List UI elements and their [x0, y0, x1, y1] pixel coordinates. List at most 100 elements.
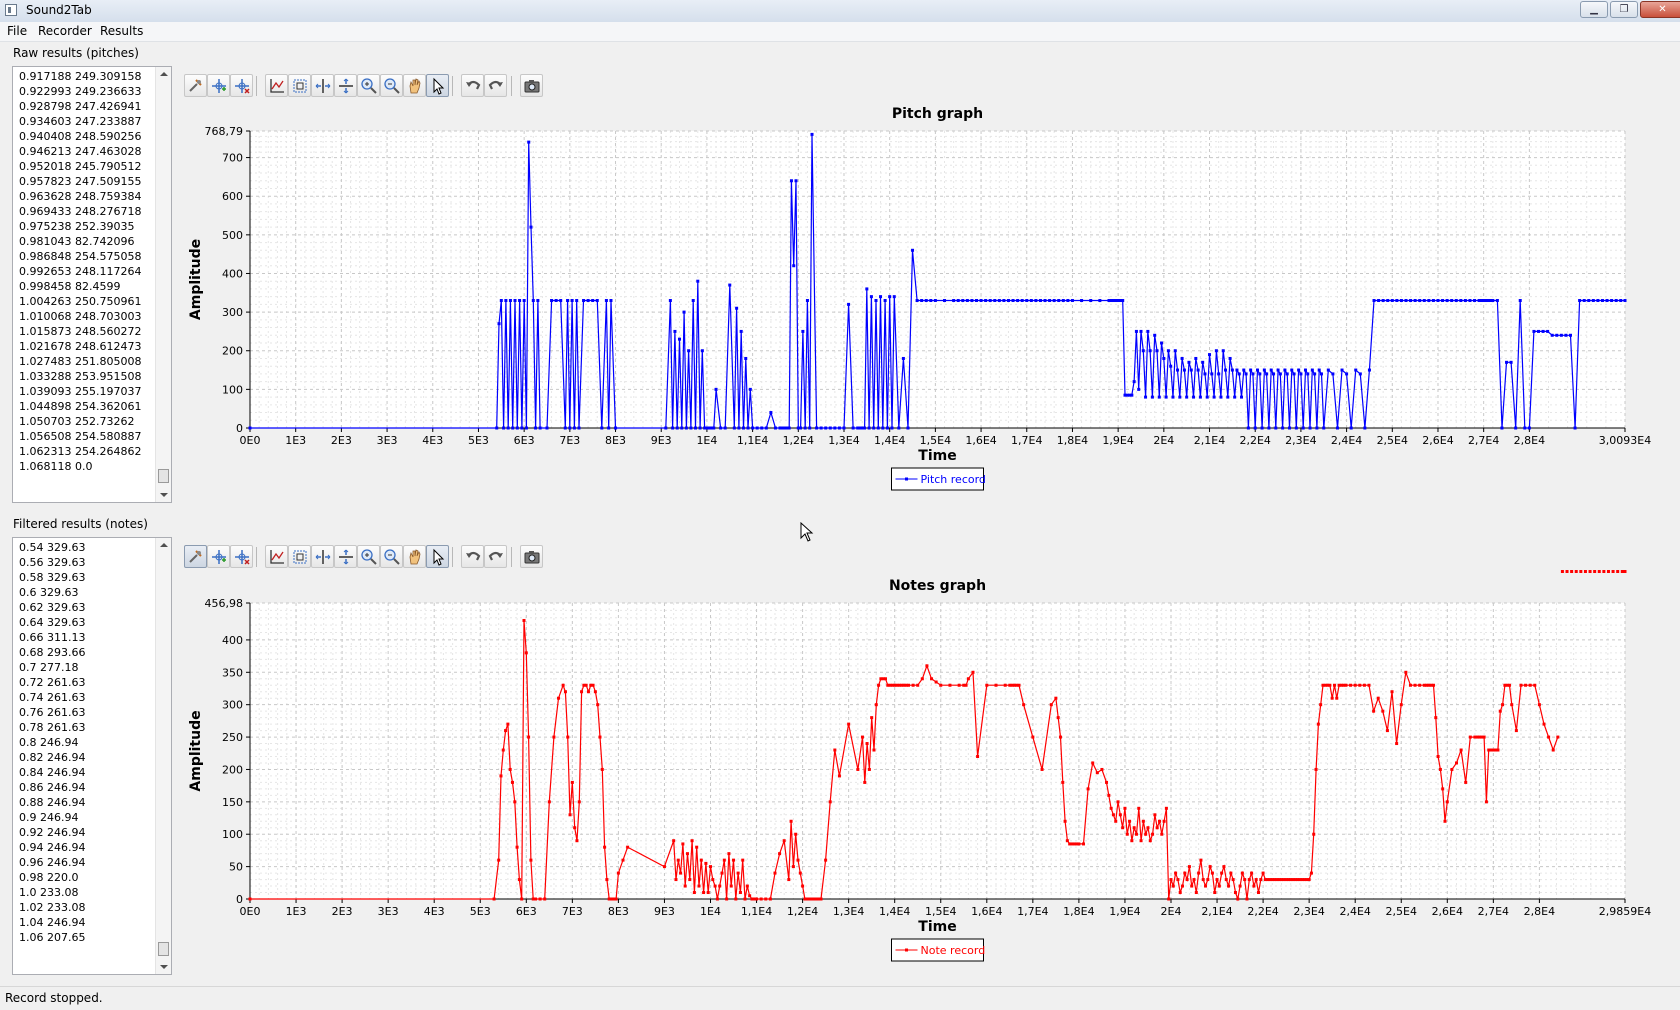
list-item[interactable]: 0.58 329.63 — [19, 571, 86, 584]
list-item[interactable]: 0.946213 247.463028 — [19, 145, 142, 158]
zoom-horizontal-button[interactable] — [311, 545, 334, 568]
list-item[interactable]: 0.928798 247.426941 — [19, 100, 142, 113]
list-item[interactable]: 0.8 246.94 — [19, 736, 79, 749]
zoom-vertical-button[interactable] — [334, 545, 357, 568]
close-button[interactable]: ✕ — [1640, 1, 1680, 18]
tools-button[interactable] — [184, 545, 207, 568]
list-item[interactable]: 0.98 220.0 — [19, 871, 79, 884]
list-item[interactable]: 0.6 329.63 — [19, 586, 79, 599]
list-item[interactable]: 0.72 261.63 — [19, 676, 86, 689]
list-item[interactable]: 1.04 246.94 — [19, 916, 86, 929]
pointer-button[interactable] — [426, 545, 449, 568]
list-item[interactable]: 0.82 246.94 — [19, 751, 86, 764]
raw-results-list[interactable]: 0.917188 249.309158 0.922993 249.236633 0.… — [12, 66, 172, 503]
autoscale-button[interactable] — [265, 74, 288, 97]
list-item[interactable]: 1.0 233.08 — [19, 886, 79, 899]
list-item[interactable]: 1.044898 254.362061 — [19, 400, 142, 413]
tools-button[interactable] — [184, 74, 207, 97]
list-item[interactable]: 0.68 293.66 — [19, 646, 86, 659]
redo-button[interactable] — [484, 74, 507, 97]
zoom-in-button[interactable] — [357, 74, 380, 97]
list-item[interactable]: 1.039093 255.197037 — [19, 385, 142, 398]
list-item[interactable]: 1.015873 248.560272 — [19, 325, 142, 338]
list-item[interactable]: 0.998458 82.4599 — [19, 280, 121, 293]
zoom-in-button[interactable] — [357, 545, 380, 568]
zoom-box-button[interactable] — [288, 545, 311, 568]
list-item[interactable]: 0.66 311.13 — [19, 631, 86, 644]
zoom-horizontal-button[interactable] — [311, 74, 334, 97]
scroll-down-icon[interactable] — [160, 965, 168, 969]
list-item[interactable]: 0.957823 247.509155 — [19, 175, 142, 188]
menu-recorder[interactable]: Recorder — [38, 24, 92, 38]
autoscale-button[interactable] — [265, 545, 288, 568]
list-item[interactable]: 1.050703 252.73262 — [19, 415, 135, 428]
remove-marker-button[interactable] — [230, 545, 253, 568]
list-item[interactable]: 1.010068 248.703003 — [19, 310, 142, 323]
list-item[interactable]: 0.981043 82.742096 — [19, 235, 135, 248]
list-item[interactable]: 0.56 329.63 — [19, 556, 86, 569]
undo-button[interactable] — [461, 545, 484, 568]
list-item[interactable]: 1.021678 248.612473 — [19, 340, 142, 353]
list-item[interactable]: 0.78 261.63 — [19, 721, 86, 734]
list-item[interactable]: 0.934603 247.233887 — [19, 115, 142, 128]
zoom-vertical-button[interactable] — [334, 74, 357, 97]
filtered-results-list[interactable]: 0.54 329.63 0.56 329.63 0.58 329.63 0.6 329… — [12, 537, 172, 975]
list-item[interactable]: 0.963628 248.759384 — [19, 190, 142, 203]
menu-results[interactable]: Results — [100, 24, 144, 38]
scroll-up-icon[interactable] — [160, 72, 168, 76]
list-item[interactable]: 0.62 329.63 — [19, 601, 86, 614]
restore-button[interactable]: ❐ — [1610, 1, 1638, 18]
pan-hand-button[interactable] — [403, 545, 426, 568]
list-item[interactable]: 0.7 277.18 — [19, 661, 79, 674]
list-item[interactable]: 1.004263 250.750961 — [19, 295, 142, 308]
list-item[interactable]: 0.84 246.94 — [19, 766, 86, 779]
list-item[interactable]: 0.940408 248.590256 — [19, 130, 142, 143]
list-item[interactable]: 0.917188 249.309158 — [19, 70, 142, 83]
redo-button[interactable] — [484, 545, 507, 568]
zoom-box-button[interactable] — [288, 74, 311, 97]
list-item[interactable]: 0.86 246.94 — [19, 781, 86, 794]
add-marker-button[interactable] — [207, 545, 230, 568]
list-item[interactable]: 0.92 246.94 — [19, 826, 86, 839]
list-item[interactable]: 0.986848 254.575058 — [19, 250, 142, 263]
zoom-out-button[interactable] — [380, 74, 403, 97]
menu-file[interactable]: File — [7, 24, 28, 38]
list-item[interactable]: 1.062313 254.264862 — [19, 445, 142, 458]
list-item[interactable]: 1.068118 0.0 — [19, 460, 93, 473]
pointer-button[interactable] — [426, 74, 449, 97]
list-item[interactable]: 0.969433 248.276718 — [19, 205, 142, 218]
list-item[interactable]: 0.9 246.94 — [19, 811, 79, 824]
scroll-down-icon[interactable] — [160, 493, 168, 497]
pitch-graph[interactable]: 0E0 1E3 2E3 3E3 4E3 5E3 6E3 7E3 8E3 9E3 1E4 1,1E4 1,… — [180, 98, 1660, 504]
list-item[interactable]: 1.033288 253.951508 — [19, 370, 142, 383]
undo-button[interactable] — [461, 74, 484, 97]
list-item[interactable]: 0.88 246.94 — [19, 796, 86, 809]
list-item[interactable]: 0.74 261.63 — [19, 691, 86, 704]
pan-hand-button[interactable] — [403, 74, 426, 97]
scroll-up-icon[interactable] — [160, 543, 168, 547]
list-item[interactable]: 0.952018 245.790512 — [19, 160, 142, 173]
list-item[interactable]: 0.975238 252.39035 — [19, 220, 135, 233]
list-item[interactable]: 0.64 329.63 — [19, 616, 86, 629]
list-item[interactable]: 0.76 261.63 — [19, 706, 86, 719]
filtered-results-scrollbar[interactable] — [155, 538, 171, 974]
list-item[interactable]: 1.027483 251.805008 — [19, 355, 142, 368]
list-item[interactable]: 0.94 246.94 — [19, 841, 86, 854]
minimize-button[interactable]: ▁ — [1580, 1, 1608, 18]
add-marker-button[interactable] — [207, 74, 230, 97]
remove-marker-button[interactable] — [230, 74, 253, 97]
list-item[interactable]: 0.922993 249.236633 — [19, 85, 142, 98]
scroll-thumb[interactable] — [158, 469, 169, 483]
list-item[interactable]: 0.54 329.63 — [19, 541, 86, 554]
zoom-out-button[interactable] — [380, 545, 403, 568]
scroll-thumb[interactable] — [158, 942, 169, 956]
camera-button[interactable] — [520, 545, 543, 568]
list-item[interactable]: 1.06 207.65 — [19, 931, 86, 944]
camera-button[interactable] — [520, 74, 543, 97]
list-item[interactable]: 1.02 233.08 — [19, 901, 86, 914]
notes-graph[interactable]: 0E0 1E3 2E3 3E3 4E3 5E3 6E3 7E3 8E3 9E3 1E4 1,1E4 1,… — [180, 570, 1660, 975]
raw-results-scrollbar[interactable] — [155, 67, 171, 502]
list-item[interactable]: 0.992653 248.117264 — [19, 265, 142, 278]
list-item[interactable]: 1.056508 254.580887 — [19, 430, 142, 443]
list-item[interactable]: 0.96 246.94 — [19, 856, 86, 869]
